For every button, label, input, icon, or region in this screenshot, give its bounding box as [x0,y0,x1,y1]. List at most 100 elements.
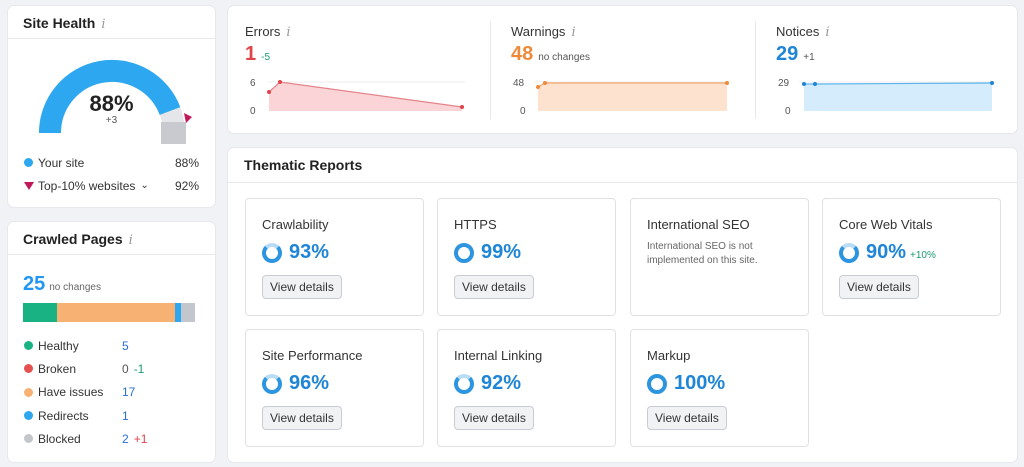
row-label: Broken [38,361,77,376]
crawled-list: Healthy 5 Broken 0 -1 Have issues 17 Red… [8,334,215,450]
tile-title: International SEO [647,217,750,232]
data-point[interactable] [813,82,817,86]
bar-healthy[interactable] [23,303,57,322]
crawled-stack-bar [23,303,200,322]
crawled-count-value[interactable]: 25 [23,273,46,295]
tile-core-web-vitals: Core Web Vitals 90% +10% View details [822,198,1001,316]
legend-top10: Top-10% websites ⌄ 92% [8,174,215,197]
broken-dot-icon [24,364,33,374]
info-icon[interactable]: i [286,25,291,40]
crawled-count: 25 no changes [8,255,215,296]
row-label: Have issues [38,385,104,400]
bar-redirects[interactable] [175,303,181,322]
data-point[interactable] [802,82,806,86]
gauge-arc [38,59,192,144]
site-health-title: Site Health [23,15,96,31]
notices-sparkline: 29 0 [778,78,996,117]
crawl-row-have-issues[interactable]: Have issues 17 [8,381,215,404]
tile-value[interactable]: 93% [289,241,330,263]
data-point[interactable] [278,80,282,84]
progress-ring-icon [454,242,474,263]
row-value[interactable]: 17 [122,385,136,400]
row-delta: -1 [133,361,145,376]
crawl-row-broken[interactable]: Broken 0 -1 [8,357,215,380]
row-label: Blocked [38,431,81,446]
data-point[interactable] [990,81,994,85]
chevron-down-icon[interactable]: ⌄ [140,180,149,191]
tile-value[interactable]: 92% [481,372,522,394]
notices-ymin: 0 [785,106,791,117]
info-icon[interactable]: i [128,233,133,248]
row-value[interactable]: 2 [122,431,129,446]
site-health-value: 88% [89,91,134,116]
notices-section: Notices i 29 +1 29 0 [776,6,1016,133]
data-point[interactable] [725,81,729,85]
errors-ymin: 0 [250,106,256,117]
crawl-row-healthy[interactable]: Healthy 5 [8,334,215,357]
site-health-delta: +3 [105,115,118,126]
errors-section: Errors i 1 -5 6 0 [245,6,485,133]
warnings-ymin: 0 [520,106,526,117]
blocked-dot-icon [24,434,33,444]
notices-delta: +1 [803,52,815,63]
legend-value: 88% [174,155,199,170]
tile-value[interactable]: 96% [289,372,330,394]
crawled-pages-header: Crawled Pages i [8,222,215,255]
site-health-card: Site Health i 88% +3 Your site 88% Top-10… [8,6,215,207]
notices-title: Notices [776,24,820,39]
thematic-reports-card: Thematic Reports Crawlability 93% View d… [228,148,1017,462]
bar-have-issues[interactable] [57,303,175,322]
redirects-dot-icon [24,411,33,421]
legend-label: Top-10% websites [38,178,136,193]
info-icon[interactable]: i [571,25,576,40]
view-details-button[interactable]: View details [839,275,919,299]
errors-ymax: 6 [250,78,256,89]
warnings-value[interactable]: 48 [511,43,534,65]
info-icon[interactable]: i [101,17,106,32]
gauge-marker-icon [184,113,192,123]
errors-delta: -5 [261,52,271,63]
tile-https: HTTPS 99% View details [437,198,616,316]
crawl-row-blocked[interactable]: Blocked 2 +1 [8,427,215,450]
tile-value[interactable]: 90% [866,241,907,263]
view-details-button[interactable]: View details [262,275,342,299]
errors-value[interactable]: 1 [245,43,257,65]
site-health-gauge: 88% +3 [8,39,215,147]
tile-value[interactable]: 99% [481,241,522,263]
data-point[interactable] [460,105,464,109]
progress-ring-icon [454,373,474,394]
data-point[interactable] [543,81,547,85]
notices-value[interactable]: 29 [776,43,799,65]
row-label: Healthy [38,338,79,353]
crawled-pages-card: Crawled Pages i 25 no changes Healthy 5 B… [8,222,215,462]
divider [490,21,491,119]
row-value[interactable]: 5 [122,338,129,353]
crawled-count-sub: no changes [49,282,101,293]
tile-title: Internal Linking [454,348,543,363]
view-details-button[interactable]: View details [262,406,342,430]
bar-blocked[interactable] [181,303,195,322]
view-details-button[interactable]: View details [647,406,727,430]
progress-ring-icon [262,373,282,394]
crawl-row-redirects[interactable]: Redirects 1 [8,404,215,427]
info-icon[interactable]: i [825,25,830,40]
view-details-button[interactable]: View details [454,275,534,299]
tile-title: Markup [647,348,691,363]
tile-international-seo: International SEO International SEO is n… [630,198,809,316]
row-value[interactable]: 1 [122,408,129,423]
tile-title: Crawlability [262,217,329,232]
row-delta: +1 [133,431,148,446]
warnings-ymax: 48 [513,78,525,89]
legend-label: Your site [38,155,85,170]
progress-ring-icon [262,242,282,263]
tile-value[interactable]: 100% [674,372,726,394]
warnings-section: Warnings i 48 no changes 48 0 [511,6,751,133]
data-point[interactable] [267,90,271,94]
legend-your-site: Your site 88% [8,151,215,174]
your-site-dot-icon [24,158,33,167]
view-details-button[interactable]: View details [454,406,534,430]
thematic-header: Thematic Reports [228,148,1017,183]
have-issues-dot-icon [24,387,33,397]
data-point[interactable] [536,85,540,89]
legend-value: 92% [174,178,199,193]
